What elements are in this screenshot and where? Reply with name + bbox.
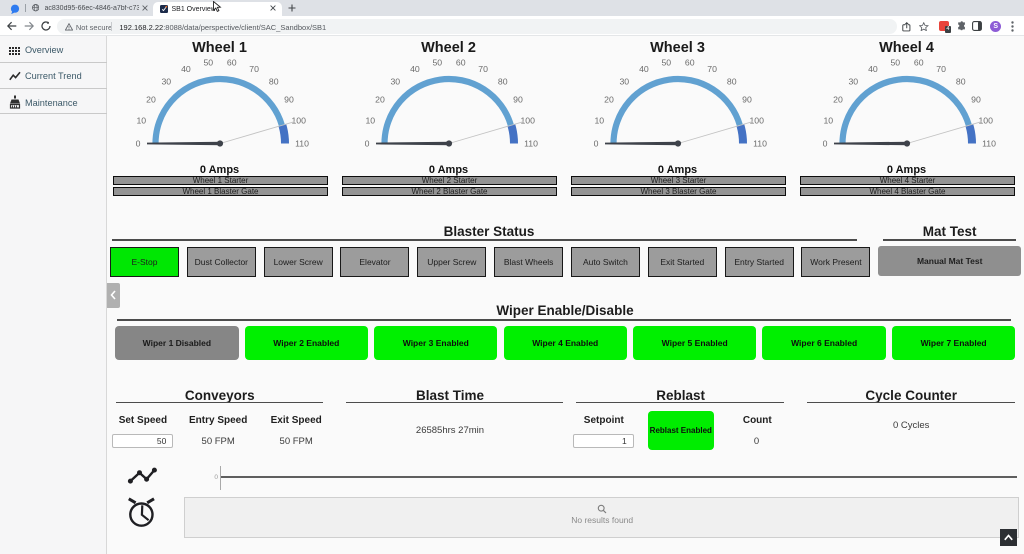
svg-text:100: 100 [291,116,306,126]
svg-text:40: 40 [639,64,649,74]
svg-text:10: 10 [823,116,833,126]
svg-text:70: 70 [707,64,717,74]
svg-text:90: 90 [742,94,752,104]
svg-text:100: 100 [978,116,993,126]
svg-text:90: 90 [513,94,523,104]
svg-text:30: 30 [161,77,171,87]
svg-text:30: 30 [390,77,400,87]
svg-text:60: 60 [227,57,237,67]
svg-text:20: 20 [833,94,843,104]
svg-text:30: 30 [848,77,858,87]
svg-text:10: 10 [365,116,375,126]
svg-text:100: 100 [749,116,764,126]
svg-text:50: 50 [890,57,900,67]
svg-text:80: 80 [498,77,508,87]
svg-text:110: 110 [982,139,996,149]
svg-text:80: 80 [727,77,737,87]
svg-text:100: 100 [520,116,535,126]
svg-text:40: 40 [410,64,420,74]
svg-text:110: 110 [295,139,309,149]
svg-text:30: 30 [619,77,629,87]
svg-text:50: 50 [203,57,213,67]
svg-text:110: 110 [753,139,767,149]
svg-text:0: 0 [823,139,828,149]
svg-text:50: 50 [661,57,671,67]
svg-text:90: 90 [971,94,981,104]
svg-text:20: 20 [604,94,614,104]
svg-text:70: 70 [249,64,259,74]
svg-text:80: 80 [956,77,966,87]
svg-text:60: 60 [914,57,924,67]
svg-text:0: 0 [594,139,599,149]
svg-text:20: 20 [146,94,156,104]
svg-text:110: 110 [524,139,538,149]
svg-text:40: 40 [868,64,878,74]
svg-text:10: 10 [136,116,146,126]
svg-text:0: 0 [365,139,370,149]
svg-text:0: 0 [136,139,141,149]
svg-text:20: 20 [375,94,385,104]
svg-text:10: 10 [594,116,604,126]
svg-text:70: 70 [478,64,488,74]
svg-text:80: 80 [269,77,279,87]
svg-text:50: 50 [432,57,442,67]
svg-text:90: 90 [284,94,294,104]
svg-text:70: 70 [936,64,946,74]
svg-text:60: 60 [456,57,466,67]
svg-text:60: 60 [685,57,695,67]
svg-text:40: 40 [181,64,191,74]
